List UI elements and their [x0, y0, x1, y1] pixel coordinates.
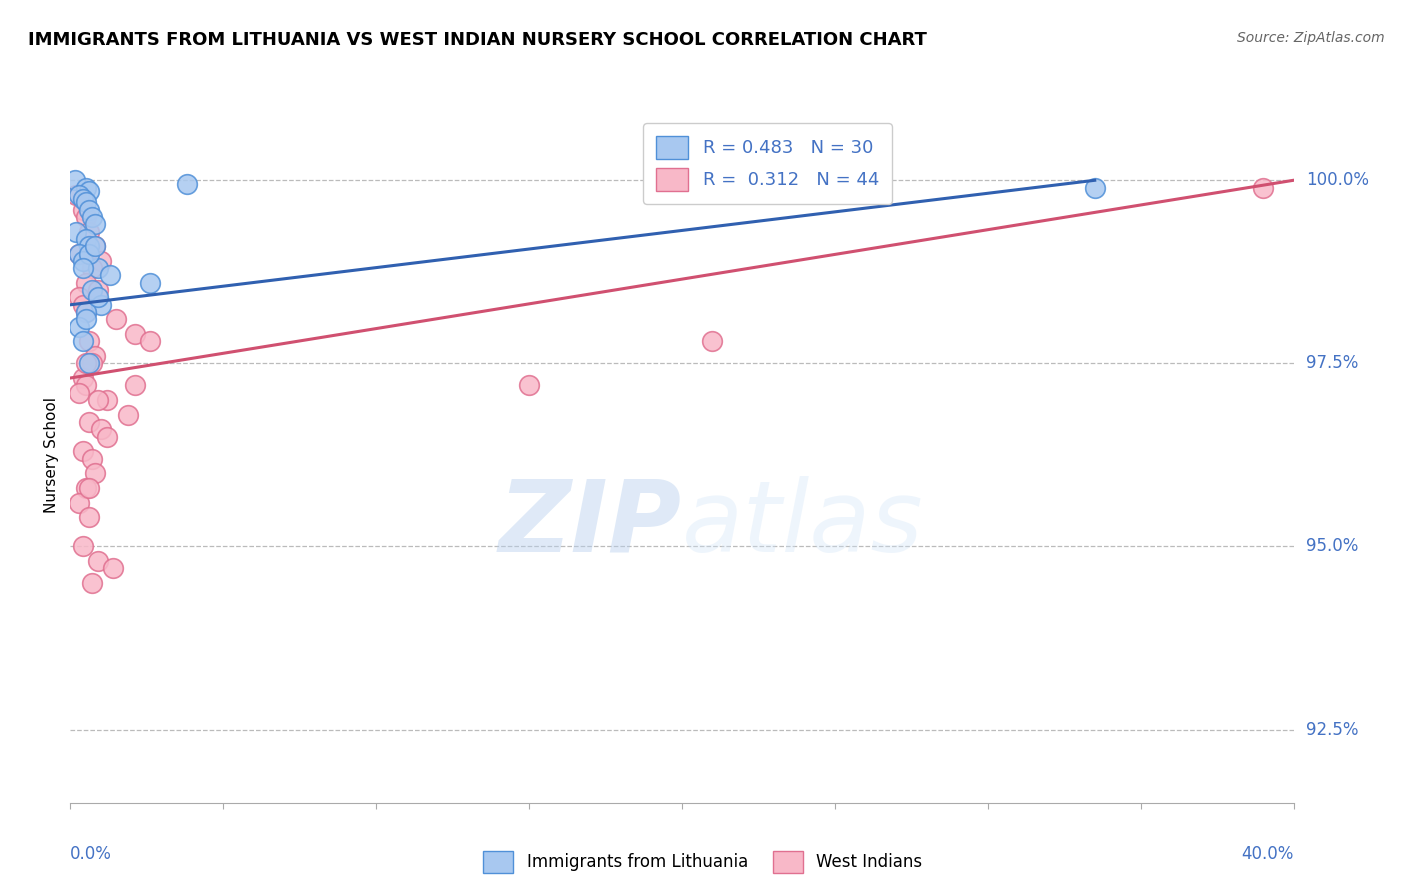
Point — [69, 495, 91, 509]
Point — [75, 276, 97, 290]
Point — [69, 246, 91, 260]
Point — [90, 253, 112, 268]
Point — [75, 210, 97, 224]
Point — [63, 173, 86, 187]
Point — [77, 356, 100, 370]
Text: 92.5%: 92.5% — [1306, 721, 1358, 739]
Point — [72, 261, 94, 276]
Text: Source: ZipAtlas.com: Source: ZipAtlas.com — [1237, 31, 1385, 45]
Point — [75, 356, 97, 370]
Point — [139, 276, 162, 290]
Point — [75, 305, 97, 319]
Point — [83, 349, 105, 363]
Point — [72, 298, 94, 312]
Y-axis label: Nursery School: Nursery School — [44, 397, 59, 513]
Point — [1084, 180, 1107, 194]
Point — [72, 253, 94, 268]
Point — [80, 576, 103, 591]
Point — [83, 239, 105, 253]
Point — [80, 210, 103, 224]
Point — [77, 184, 100, 198]
Point — [80, 356, 103, 370]
Point — [1251, 180, 1274, 194]
Point — [83, 239, 105, 253]
Point — [124, 378, 146, 392]
Text: ZIP: ZIP — [499, 476, 682, 573]
Point — [139, 334, 162, 349]
Point — [69, 246, 91, 260]
Point — [77, 246, 100, 260]
Text: 95.0%: 95.0% — [1306, 538, 1358, 556]
Point — [87, 392, 110, 407]
Point — [72, 334, 94, 349]
Point — [96, 429, 118, 443]
Point — [72, 371, 94, 385]
Point — [72, 444, 94, 458]
Point — [72, 202, 94, 217]
Point — [77, 239, 100, 253]
Legend: Immigrants from Lithuania, West Indians: Immigrants from Lithuania, West Indians — [477, 845, 929, 880]
Point — [75, 195, 97, 210]
Point — [69, 385, 91, 400]
Point — [117, 408, 139, 422]
Point — [65, 225, 87, 239]
Point — [75, 305, 97, 319]
Point — [98, 268, 121, 283]
Point — [80, 451, 103, 466]
Text: IMMIGRANTS FROM LITHUANIA VS WEST INDIAN NURSERY SCHOOL CORRELATION CHART: IMMIGRANTS FROM LITHUANIA VS WEST INDIAN… — [28, 31, 927, 49]
Point — [83, 217, 105, 231]
Point — [124, 327, 146, 342]
Point — [75, 180, 97, 194]
Point — [80, 283, 103, 297]
Point — [90, 298, 112, 312]
Point — [69, 319, 91, 334]
Point — [77, 334, 100, 349]
Point — [101, 561, 124, 575]
Point — [96, 392, 118, 407]
Text: 97.5%: 97.5% — [1306, 354, 1358, 372]
Point — [702, 334, 724, 349]
Point — [75, 232, 97, 246]
Point — [77, 510, 100, 524]
Legend: R = 0.483   N = 30, R =  0.312   N = 44: R = 0.483 N = 30, R = 0.312 N = 44 — [643, 123, 891, 203]
Point — [105, 312, 128, 326]
Point — [80, 261, 103, 276]
Text: atlas: atlas — [682, 476, 924, 573]
Point — [176, 177, 198, 191]
Text: 40.0%: 40.0% — [1241, 845, 1294, 863]
Point — [72, 192, 94, 206]
Point — [77, 225, 100, 239]
Point — [87, 554, 110, 568]
Point — [87, 290, 110, 304]
Point — [87, 283, 110, 297]
Point — [90, 422, 112, 436]
Point — [77, 415, 100, 429]
Point — [77, 481, 100, 495]
Point — [83, 467, 105, 481]
Point — [75, 378, 97, 392]
Point — [87, 261, 110, 276]
Point — [65, 188, 87, 202]
Point — [77, 202, 100, 217]
Point — [75, 481, 97, 495]
Point — [69, 290, 91, 304]
Text: 100.0%: 100.0% — [1306, 171, 1369, 189]
Text: 0.0%: 0.0% — [70, 845, 112, 863]
Point — [517, 378, 540, 392]
Point — [69, 188, 91, 202]
Point — [75, 312, 97, 326]
Point — [72, 540, 94, 554]
